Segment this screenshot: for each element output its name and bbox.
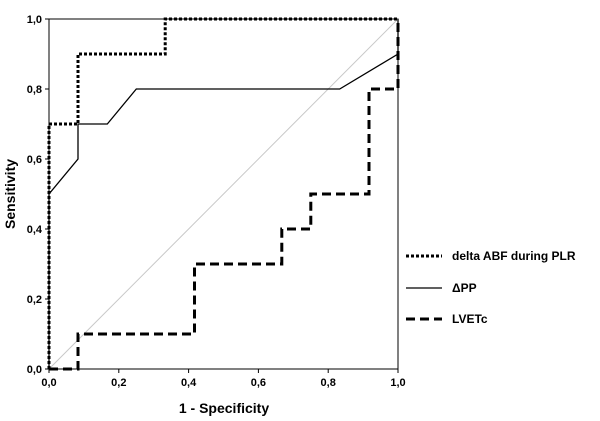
x-axis-title: 1 - Specificity <box>179 400 269 416</box>
legend-label-0: delta ABF during PLR <box>452 249 576 263</box>
series-line-2 <box>49 19 400 371</box>
legend-label-1: ΔPP <box>452 281 477 295</box>
y-tick-label: 1,0 <box>27 14 42 26</box>
x-axis-ticks: 0,0 0,2 0,4 0,6 0,8 1,0 <box>41 369 406 389</box>
reference-diagonal <box>48 18 399 370</box>
legend-label-2: LVETc <box>452 312 488 326</box>
x-tick-label: 0,0 <box>41 377 56 389</box>
plot-area <box>47 17 400 371</box>
x-tick-label: 0,2 <box>111 377 126 389</box>
x-tick-label: 1,0 <box>390 377 405 389</box>
x-tick-label: 0,6 <box>251 377 266 389</box>
y-axis-ticks: 0,0 0,2 0,4 0,6 0,8 1,0 <box>27 14 49 376</box>
y-tick-label: 0,6 <box>27 154 42 166</box>
x-tick-label: 0,8 <box>321 377 336 389</box>
y-axis-title: Sensitivity <box>2 159 18 229</box>
legend: delta ABF during PLR ΔPP LVETc <box>406 249 576 326</box>
series-line-1 <box>48 19 399 369</box>
series-line-0 <box>47 17 398 369</box>
y-tick-label: 0,4 <box>27 224 43 236</box>
y-tick-label: 0,0 <box>27 364 42 376</box>
y-tick-label: 0,2 <box>27 294 42 306</box>
y-tick-label: 0,8 <box>27 84 42 96</box>
x-tick-label: 0,4 <box>181 377 197 389</box>
